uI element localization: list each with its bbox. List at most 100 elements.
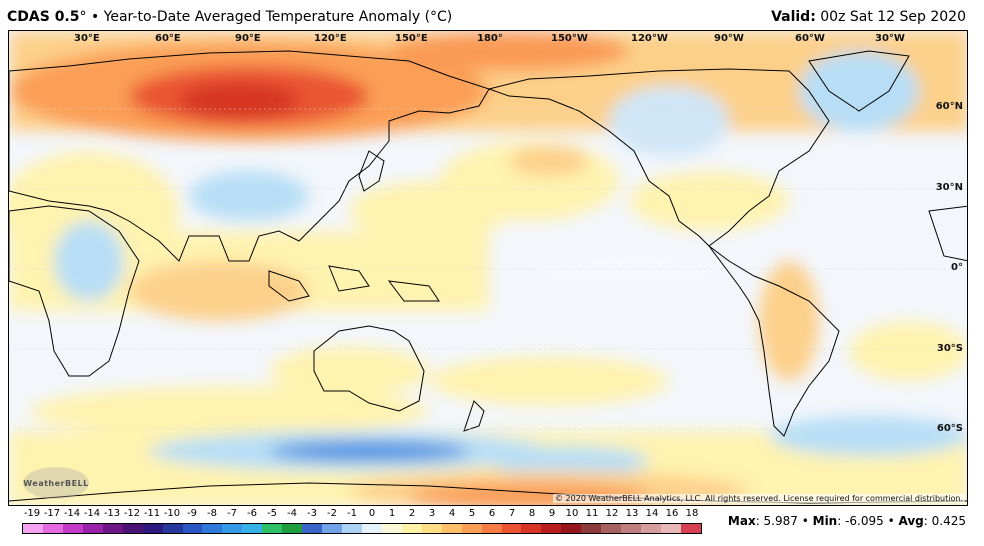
lat-label-60n: 60°N [935,101,963,112]
scale-swatch [23,524,43,533]
scale-swatch [680,524,701,533]
scale-tick-label: -14 [63,508,81,519]
scale-swatch [641,524,661,533]
scale-tick-label: 14 [645,508,659,519]
scale-tick-label: -9 [187,508,197,519]
graticule [9,108,967,430]
scale-swatch [202,524,223,533]
scale-swatch [342,524,362,533]
scale-swatch [561,524,582,533]
scale-swatch [102,524,123,533]
lon-label-90w: 90°W [714,33,744,44]
scale-tick-label: -11 [143,508,161,519]
lat-label-0: 0° [951,262,963,273]
scale-swatch [142,524,163,533]
scale-tick-label: 0 [368,508,376,519]
scale-swatch [242,524,263,533]
degree-symbol: ° [79,9,87,25]
scale-tick-label: -7 [227,508,237,519]
min-label: Min [812,514,838,528]
scale-swatch [62,524,83,533]
scale-swatch [361,524,382,533]
lon-label-120e: 120°E [314,33,347,44]
anomaly-map: 30°E 60°E 90°E 120°E 150°E 180° 150°W 12… [8,30,968,506]
scale-tick-label: 11 [585,508,599,519]
scale-tick-label: 13 [625,508,639,519]
scale-tick-label: 9 [548,508,556,519]
scale-swatch [481,524,502,533]
scale-tick-label: -17 [43,508,61,519]
valid-time: Valid: 00z Sat 12 Sep 2020 [771,6,966,28]
min-value: -6.095 [845,514,884,528]
stats-summary: Max: 5.987 • Min: -6.095 • Avg: 0.425 [727,514,966,528]
scale-swatch [42,524,63,533]
lon-label-150w: 150°W [551,33,588,44]
lon-label-30w: 30°W [875,33,905,44]
scale-swatch [661,524,681,533]
scale-swatch [441,524,462,533]
scale-swatch [501,524,522,533]
title-bullet: • [90,9,100,25]
scale-swatch [82,524,103,533]
scale-tick-label: 12 [605,508,619,519]
scale-tick-label: -5 [267,508,277,519]
lat-label-60s: 60°S [936,423,963,434]
max-value: 5.987 [763,514,798,528]
lon-label-60e: 60°E [155,33,181,44]
lat-label-30n: 30°N [935,182,963,193]
lon-label-60w: 60°W [795,33,825,44]
scale-tick-label: -3 [307,508,317,519]
scale-swatch [222,524,243,533]
scale-ticks: -19 -17 -14 -14 -13 -12 -11 -10 -9 -8 -7 -6 -5 -4 -3 -2… [22,508,702,522]
scale-tick-label: -12 [123,508,141,519]
scale-tick-label: -1 [347,508,357,519]
scale-swatch [282,524,303,533]
model-name: CDAS 0.5 [7,9,80,25]
lon-label-180: 180° [477,33,503,44]
scale-swatch [581,524,602,533]
scale-swatch [302,524,323,533]
color-scale: -19 -17 -14 -14 -13 -12 -11 -10 -9 -8 -7 -6 -5 -4 -3 -2… [22,506,702,534]
avg-value: 0.425 [931,514,966,528]
scale-swatch [621,524,642,533]
scale-tick-label: 8 [528,508,536,519]
scale-tick-label: -13 [103,508,121,519]
scale-tick-label: -8 [207,508,217,519]
scale-tick-label: -6 [247,508,257,519]
logo-text: WeatherBELL [23,478,89,488]
scale-swatch [541,524,562,533]
scale-tick-label: 3 [428,508,436,519]
anomaly-field [9,31,967,505]
map-canvas [9,31,967,505]
lon-label-90e: 90°E [235,33,261,44]
avg-label: Avg [898,514,924,528]
scale-tick-label: 5 [468,508,476,519]
scale-tick-label: -10 [163,508,181,519]
scale-tick-label: -14 [83,508,101,519]
scale-swatch [182,524,203,533]
scale-tick-label: 16 [665,508,679,519]
weatherbell-logo: WeatherBELL [23,467,89,499]
scale-bar [22,523,702,534]
scale-tick-label: 6 [488,508,496,519]
scale-swatch [381,524,402,533]
scale-swatch [162,524,183,533]
scale-swatch [122,524,143,533]
lon-label-120w: 120°W [631,33,668,44]
lat-label-30s: 30°S [936,343,963,354]
scale-tick-label: -4 [287,508,297,519]
scale-tick-label: 4 [448,508,456,519]
max-label: Max [727,514,756,528]
scale-swatch [461,524,482,533]
valid-label: Valid: [771,9,816,25]
scale-swatch [521,524,542,533]
scale-tick-label: 1 [388,508,396,519]
scale-swatch [322,524,342,533]
scale-swatch [401,524,422,533]
scale-tick-label: -19 [23,508,41,519]
scale-tick-label: 7 [508,508,516,519]
lon-label-150e: 150°E [395,33,428,44]
title-text: Year-to-Date Averaged Temperature Anomal… [103,9,453,25]
scale-swatch [601,524,622,533]
copyright-notice: © 2020 WeatherBELL Analytics, LLC. All r… [553,494,965,503]
